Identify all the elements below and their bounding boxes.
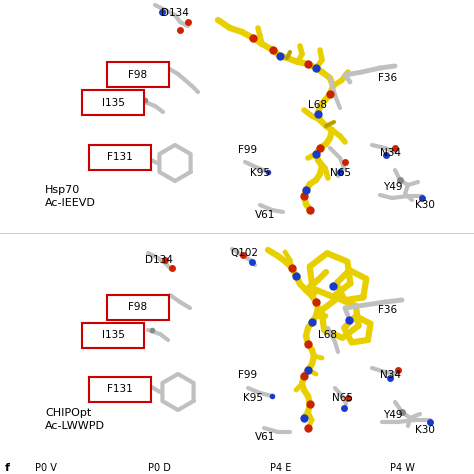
Text: K95: K95 <box>243 393 263 403</box>
Text: Y49: Y49 <box>383 182 402 192</box>
Text: F36: F36 <box>378 305 397 315</box>
Bar <box>89 145 151 170</box>
Text: N65: N65 <box>330 168 351 178</box>
Text: N34: N34 <box>380 370 401 380</box>
Text: F131: F131 <box>107 384 133 394</box>
Bar <box>107 295 169 320</box>
Text: P4 E: P4 E <box>270 463 292 473</box>
Bar <box>107 62 169 87</box>
Text: F99: F99 <box>238 370 257 380</box>
Text: V61: V61 <box>255 210 275 220</box>
Text: K30: K30 <box>415 425 435 435</box>
Text: N65: N65 <box>332 393 353 403</box>
Text: F98: F98 <box>128 70 147 80</box>
Text: P0 V: P0 V <box>35 463 57 473</box>
Bar <box>82 323 144 348</box>
Text: CHIPOpt
Ac-LWWPD: CHIPOpt Ac-LWWPD <box>45 408 105 431</box>
Text: Y49: Y49 <box>383 410 402 420</box>
Text: D134: D134 <box>145 255 173 265</box>
Text: F99: F99 <box>238 145 257 155</box>
Text: V61: V61 <box>255 432 275 442</box>
Text: F131: F131 <box>107 153 133 163</box>
Text: I135: I135 <box>101 98 125 108</box>
Text: K95: K95 <box>250 168 270 178</box>
Text: D134: D134 <box>161 8 189 18</box>
Text: F98: F98 <box>128 302 147 312</box>
Text: K30: K30 <box>415 200 435 210</box>
Bar <box>89 377 151 402</box>
Bar <box>82 90 144 115</box>
Text: L68: L68 <box>318 330 337 340</box>
Text: P0 D: P0 D <box>148 463 171 473</box>
Text: Hsp70
Ac-IEEVD: Hsp70 Ac-IEEVD <box>45 185 96 208</box>
Text: F36: F36 <box>378 73 397 83</box>
Text: P4 W: P4 W <box>390 463 415 473</box>
Text: N34: N34 <box>380 148 401 158</box>
Text: Q102: Q102 <box>230 248 258 258</box>
Text: I135: I135 <box>101 330 125 340</box>
Text: L68: L68 <box>308 100 327 110</box>
Text: f: f <box>5 463 10 473</box>
